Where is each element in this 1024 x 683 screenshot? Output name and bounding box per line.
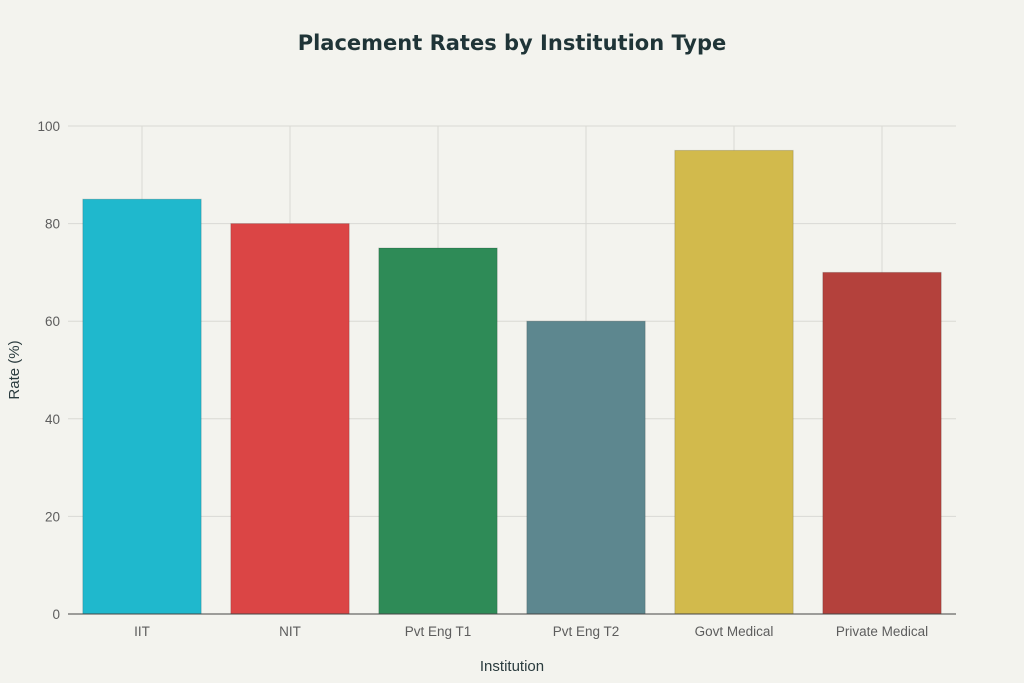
y-tick-label: 100	[37, 119, 60, 134]
y-tick-label: 20	[45, 509, 60, 524]
bars	[82, 149, 942, 615]
bar-pvt-eng-t2[interactable]	[526, 320, 646, 615]
y-tick-label: 0	[52, 607, 60, 622]
bar-pvt-eng-t1[interactable]	[378, 247, 498, 615]
bar-govt-medical[interactable]	[674, 149, 794, 615]
x-axis-title: Institution	[480, 658, 544, 675]
y-axis-ticks: 0 20 40 60 80 100	[37, 119, 60, 622]
x-tick-label: NIT	[279, 624, 301, 639]
x-tick-label: IIT	[134, 624, 150, 639]
y-tick-label: 40	[45, 412, 60, 427]
x-tick-label: Private Medical	[836, 624, 928, 639]
x-axis-ticks: IIT NIT Pvt Eng T1 Pvt Eng T2 Govt Medical Pr…	[134, 624, 928, 639]
y-axis-title: Rate (%)	[6, 340, 23, 399]
bar-nit[interactable]	[230, 223, 350, 615]
bar-iit[interactable]	[82, 198, 202, 615]
x-tick-label: Govt Medical	[695, 624, 774, 639]
chart-title: Placement Rates by Institution Type	[298, 31, 727, 55]
y-tick-label: 80	[45, 217, 60, 232]
y-tick-label: 60	[45, 314, 60, 329]
x-tick-label: Pvt Eng T2	[553, 624, 620, 639]
x-tick-label: Pvt Eng T1	[405, 624, 472, 639]
bar-private-medical[interactable]	[822, 271, 942, 615]
